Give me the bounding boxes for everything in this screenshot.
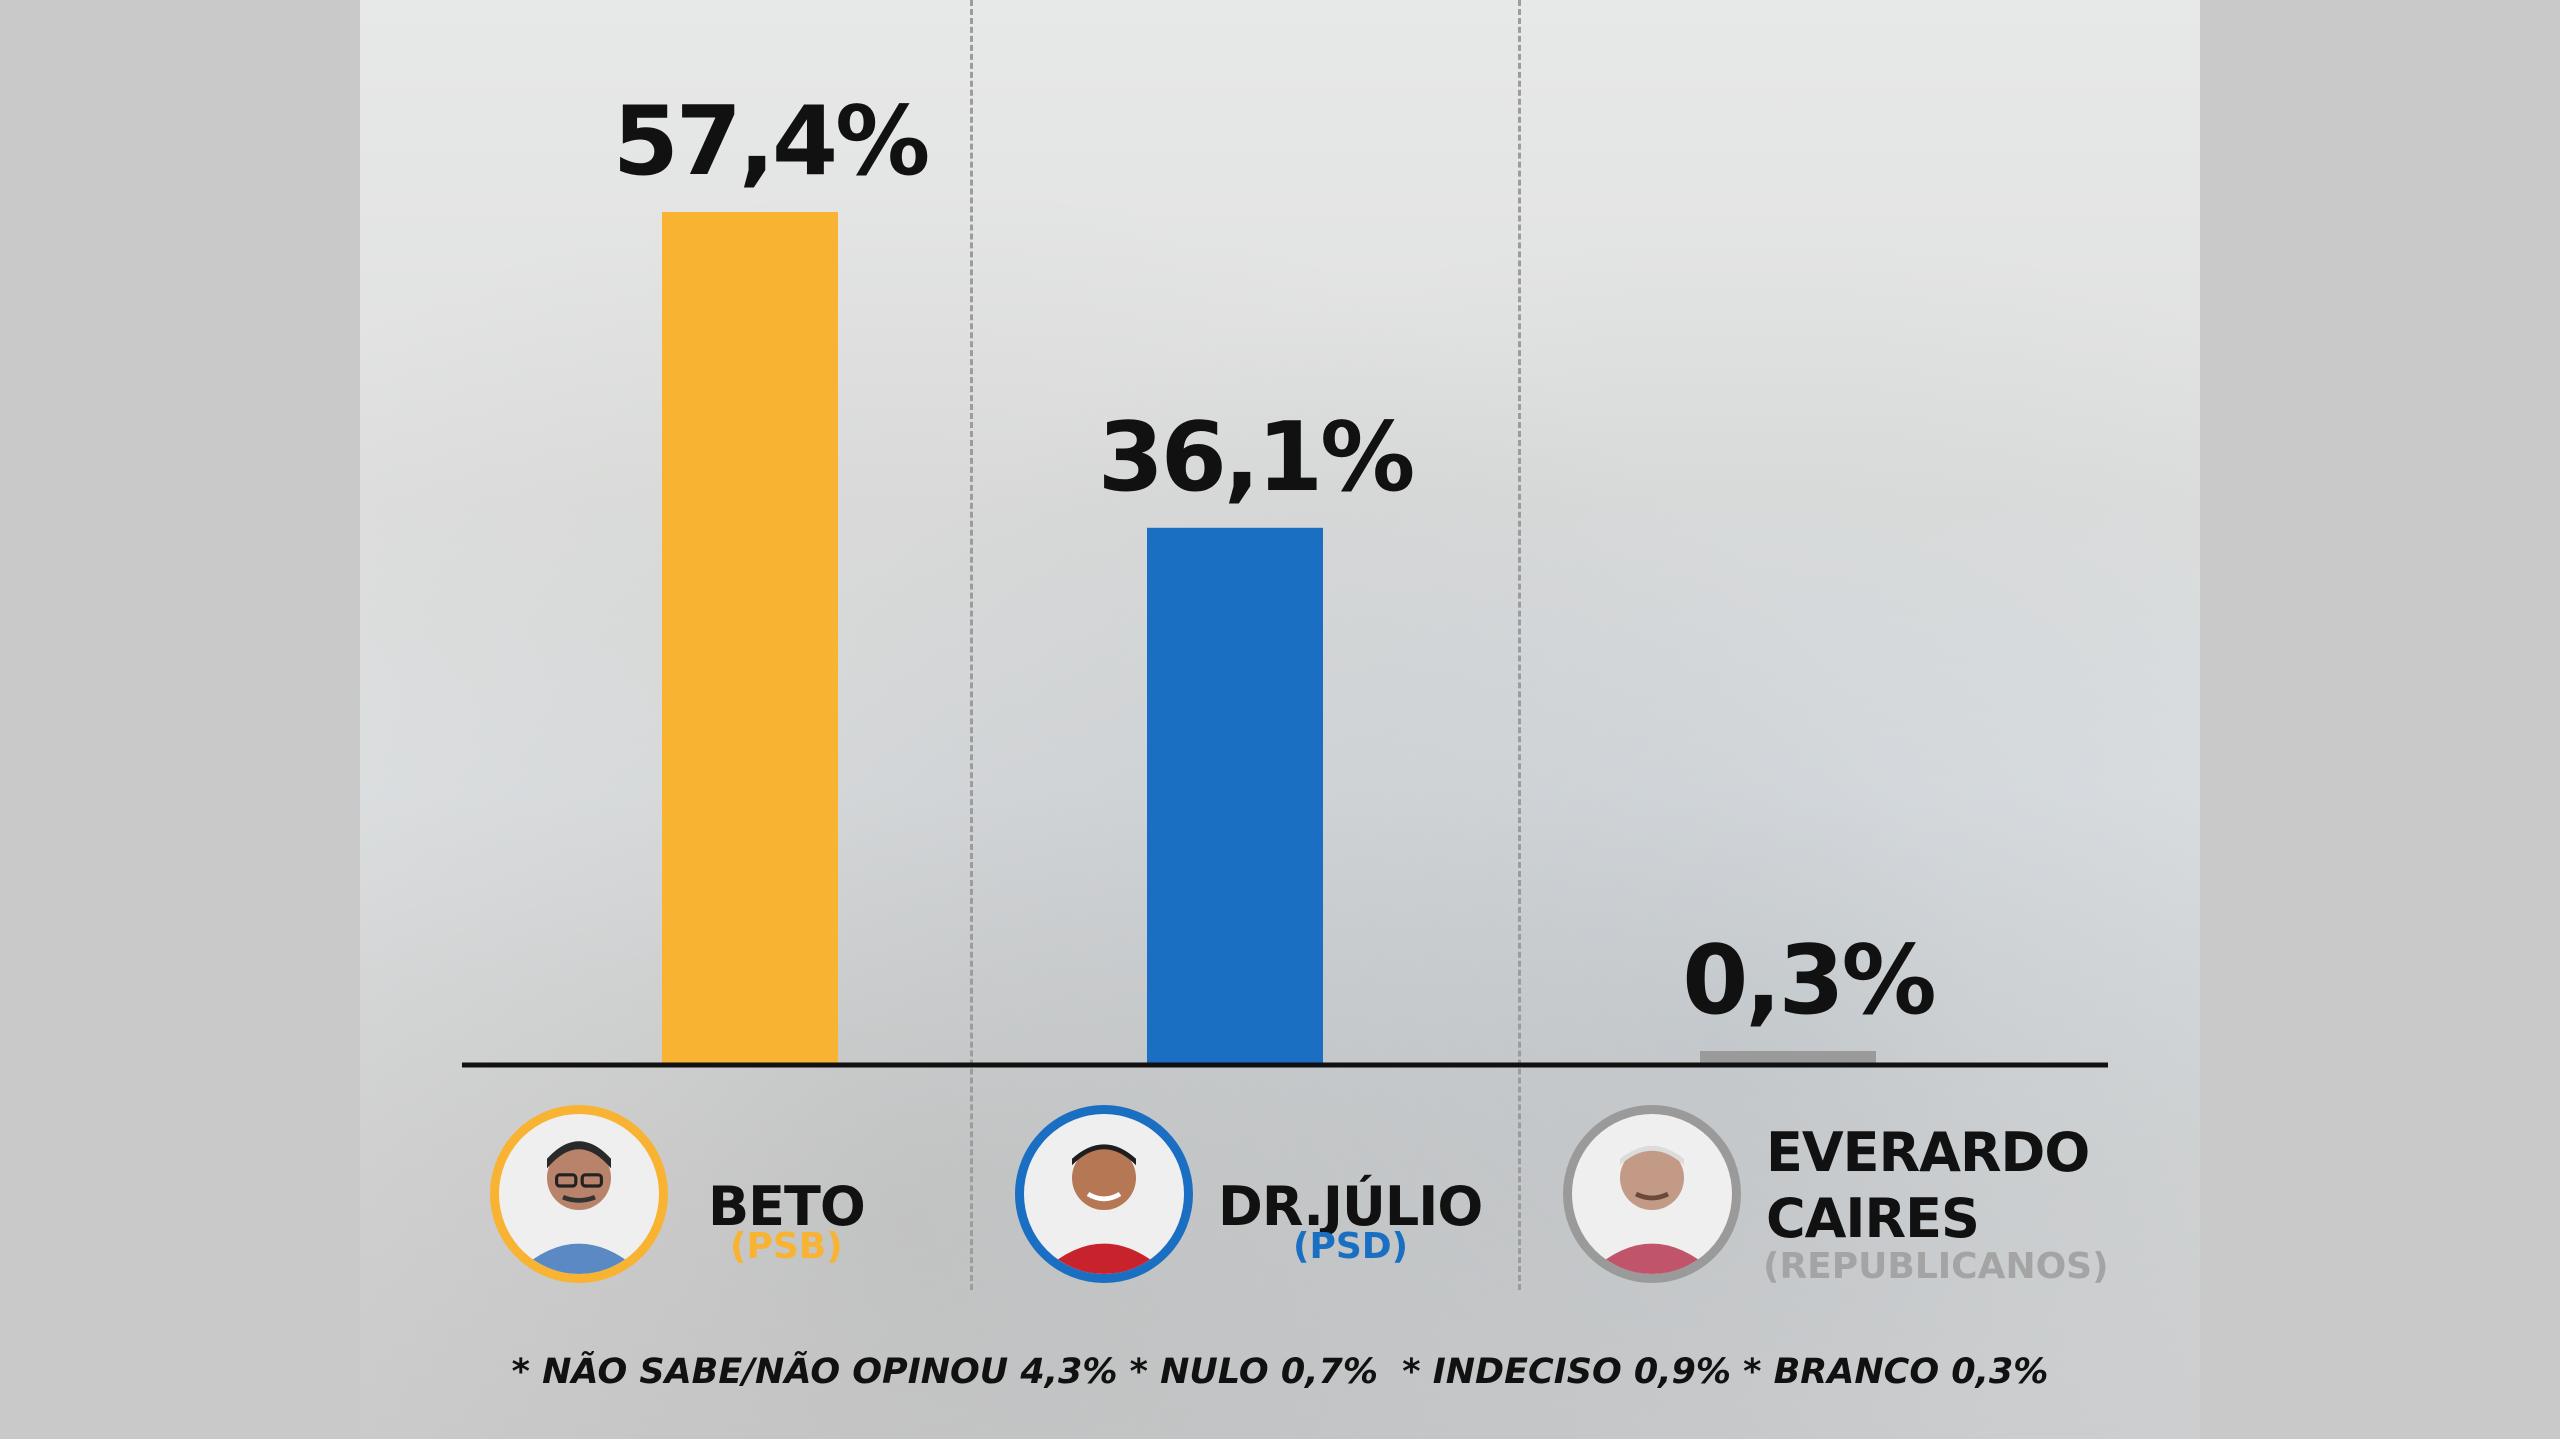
bar-chart: 57,4% 36,1% 0,3%: [462, 87, 2108, 1068]
candidate-everardo-caires: EVERARDO CAIRES (REPUBLICANOS): [1563, 1105, 2123, 1305]
bar-value-label: 57,4%: [613, 87, 928, 197]
candidate-party: (REPUBLICANOS): [1763, 1246, 2109, 1287]
bar-value-label: 0,3%: [1682, 926, 1934, 1036]
poll-panel: 57,4% 36,1% 0,3% BETO (PSB) DR.JÚLIO (PSD)…: [360, 0, 2200, 1439]
candidate-photo-icon: [1015, 1105, 1193, 1283]
candidate-name: BETO: [708, 1175, 866, 1238]
candidate-photo-icon: [1563, 1105, 1741, 1283]
bar-1: [662, 212, 838, 1063]
candidate-dr-julio: DR.JÚLIO (PSD): [1015, 1105, 1535, 1305]
candidate-name: CAIRES: [1766, 1187, 1980, 1250]
column-divider: [1518, 0, 1521, 1290]
candidate-party: (PSD): [1293, 1226, 1409, 1267]
candidate-name: DR.JÚLIO: [1218, 1175, 1483, 1238]
bar-3: [1700, 1051, 1876, 1063]
column-divider: [970, 0, 973, 1290]
candidate-name: EVERARDO: [1766, 1121, 2090, 1184]
candidate-party: (PSB): [730, 1226, 843, 1267]
bar-2: [1147, 527, 1323, 1063]
candidate-beto: BETO (PSB): [490, 1105, 970, 1305]
candidate-photo-icon: [490, 1105, 668, 1283]
bar-value-label: 36,1%: [1098, 403, 1413, 513]
poll-footnote: * NÃO SABE/NÃO OPINOU 4,3% * NULO 0,7% *…: [511, 1352, 2049, 1392]
